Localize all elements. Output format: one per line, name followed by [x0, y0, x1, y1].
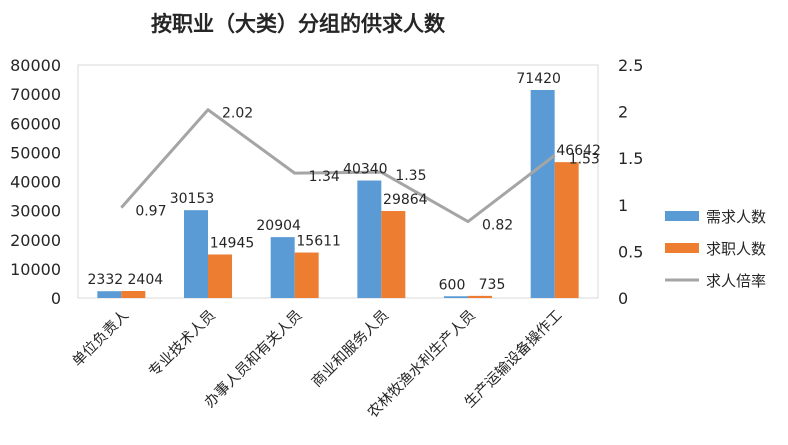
bar-data-label: 600 — [439, 277, 466, 293]
left-axis-tick-label: 50000 — [10, 143, 61, 162]
bar-data-label: 14945 — [210, 235, 255, 251]
bar-demand — [357, 180, 382, 298]
legend-label: 需求人数 — [706, 208, 766, 226]
bar-data-label: 2404 — [128, 272, 164, 288]
ratio-data-label: 2.02 — [222, 106, 253, 122]
ratio-line — [120, 108, 556, 224]
left-axis-tick-label: 40000 — [10, 173, 61, 192]
left-axis-tick-label: 70000 — [10, 85, 61, 104]
category-label: 商业和服务人员 — [308, 307, 392, 391]
left-axis-tick-label: 80000 — [10, 56, 61, 75]
bar-data-label: 15611 — [296, 234, 341, 250]
right-axis-tick-label: 0 — [618, 289, 628, 308]
ratio-data-label: 1.53 — [569, 151, 600, 167]
bar-data-label: 30153 — [170, 191, 215, 207]
bar-seekers — [468, 295, 492, 298]
bar-data-label: 735 — [479, 277, 506, 293]
bar-data-label: 2332 — [88, 272, 124, 288]
ratio-data-label: 1.34 — [309, 169, 340, 185]
legend-label: 求人倍率 — [706, 272, 766, 290]
bar-demand — [270, 237, 295, 298]
bar-seekers — [381, 211, 406, 298]
category-label: 办事人员和有关人员 — [201, 307, 305, 411]
ratio-data-label: 0.82 — [482, 218, 513, 234]
bar-seekers — [294, 252, 319, 298]
category-label: 专业技术人员 — [145, 307, 219, 381]
bar-seekers — [208, 254, 232, 298]
plot-area-border — [77, 64, 599, 299]
right-axis-tick-label: 2 — [618, 103, 628, 122]
data-labels: 2332 30153 20904 40340 600 71420 2404 14945 1561… — [88, 71, 601, 293]
chart-axes — [77, 64, 599, 299]
left-axis-tick-label: 20000 — [10, 231, 61, 250]
bar-data-label: 20904 — [256, 218, 301, 234]
right-axis-tick-label: 1.5 — [618, 149, 643, 168]
category-label: 单位负责人 — [69, 307, 132, 370]
bar-seekers — [121, 290, 146, 298]
bar-seekers — [554, 162, 579, 298]
bar-data-label: 29864 — [383, 192, 428, 208]
right-axis-tick-label: 2.5 — [618, 56, 643, 75]
bar-data-label: 46642 — [556, 143, 601, 159]
bar-demand — [530, 89, 555, 298]
ratio-data-label: 0.97 — [135, 204, 166, 220]
legend-swatch — [665, 211, 699, 221]
chart-title: 按职业（大类）分组的供求人数 — [151, 12, 446, 36]
legend-swatch — [665, 243, 699, 253]
ratio-line-path — [120, 108, 556, 224]
left-axis-tick-label: 10000 — [10, 260, 61, 279]
bar-demand — [444, 296, 468, 298]
left-axis-tick-label: 0 — [51, 289, 61, 308]
bar-data-label: 71420 — [516, 71, 561, 87]
right-axis-tick-label: 0.5 — [618, 242, 643, 261]
bar-data-label: 40340 — [343, 162, 388, 178]
ratio-data-label: 1.35 — [395, 168, 426, 184]
category-label: 生产运输设备操作工 — [461, 307, 565, 411]
legend-label: 求职人数 — [706, 240, 766, 258]
left-axis-ticks: 0 10000 20000 30000 40000 50000 60000 70000 8000… — [10, 56, 61, 308]
bar-marks — [97, 89, 579, 298]
left-axis-tick-label: 60000 — [10, 114, 61, 133]
bar-demand — [97, 291, 122, 298]
right-axis-ticks: 0 0.5 1 1.5 2 2.5 — [618, 56, 643, 308]
right-axis-tick-label: 1 — [618, 196, 628, 215]
left-axis-tick-label: 30000 — [10, 202, 61, 221]
bar-demand — [184, 210, 208, 298]
